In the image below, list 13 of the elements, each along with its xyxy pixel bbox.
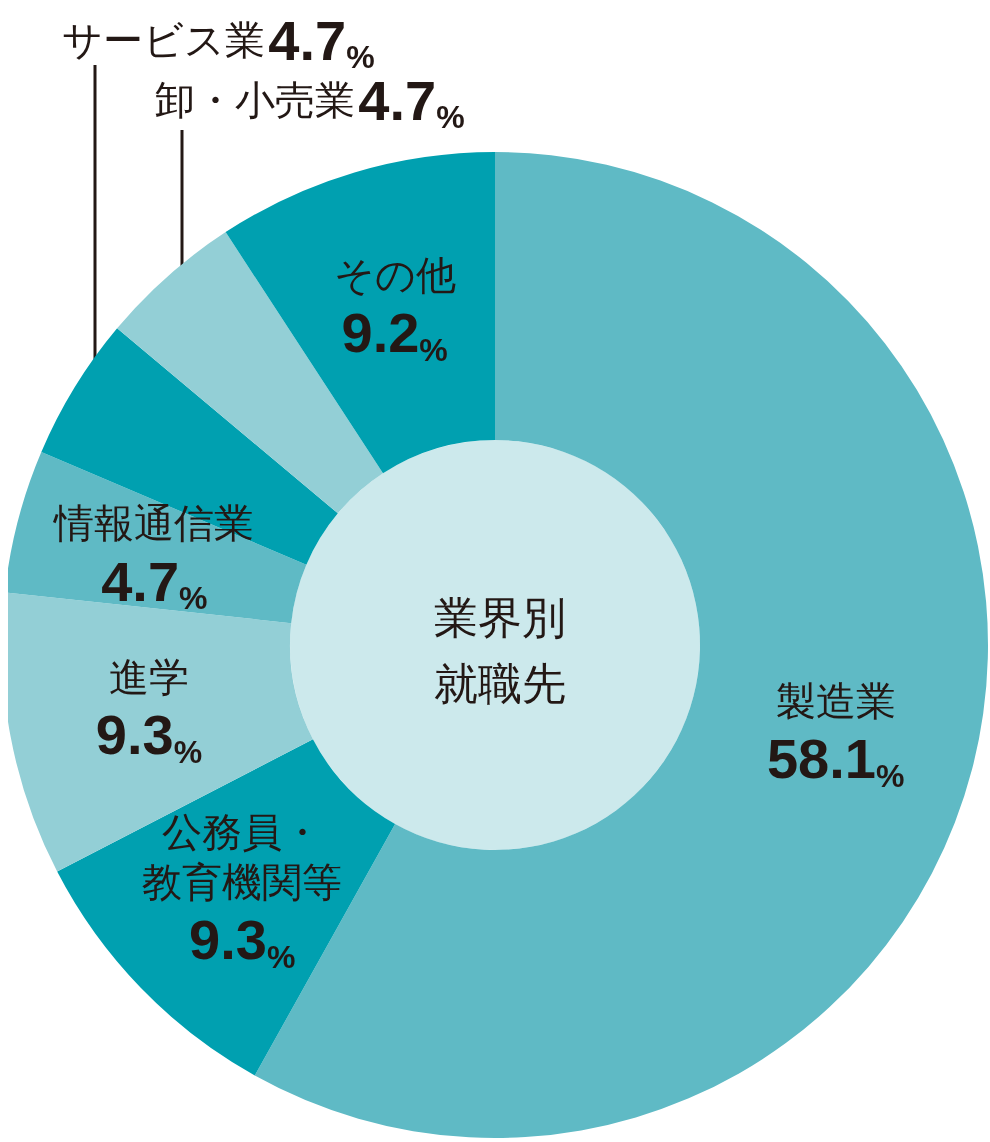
slice-label: 公務員・教育機関等 (142, 808, 343, 905)
slice-label: サービス業 (62, 17, 265, 63)
slice-label: その他 (333, 251, 456, 298)
data-label: 9.3% (189, 908, 296, 975)
data-label: 9.2% (341, 301, 448, 368)
data-label: 9.3% (95, 703, 203, 770)
slice-label: 進学 (109, 653, 190, 700)
slice-label: 情報通信業 (52, 500, 255, 547)
data-label: 58.1% (766, 727, 905, 794)
data-label: 4.7% (101, 549, 208, 617)
text: 業界別就職先 (434, 591, 566, 709)
slice-label: 製造業 (775, 677, 896, 724)
slice-label: 卸・小売業 (155, 77, 355, 123)
